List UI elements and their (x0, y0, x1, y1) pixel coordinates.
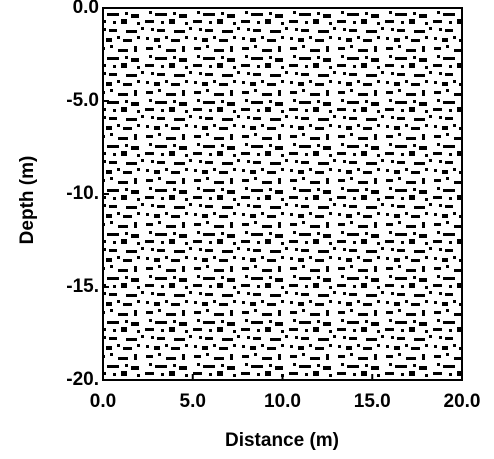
y-tick-label: -15. (66, 276, 99, 297)
field (102, 7, 463, 381)
x-tick-label: 15.0 (354, 391, 391, 412)
y-axis-label: Depth (m) (17, 156, 38, 245)
y-tick-label: 0.0 (73, 0, 99, 18)
x-tick-label: 10.0 (264, 391, 301, 412)
x-axis-label: Distance (m) (225, 430, 339, 451)
y-tick-label: -10. (66, 183, 99, 204)
y-tick-label: -20. (66, 369, 99, 390)
x-tick-label: 5.0 (180, 391, 206, 412)
x-tick-label: 20.0 (444, 391, 481, 412)
x-tick-label: 0.0 (90, 391, 116, 412)
y-tick-label: -5.0 (66, 90, 99, 111)
